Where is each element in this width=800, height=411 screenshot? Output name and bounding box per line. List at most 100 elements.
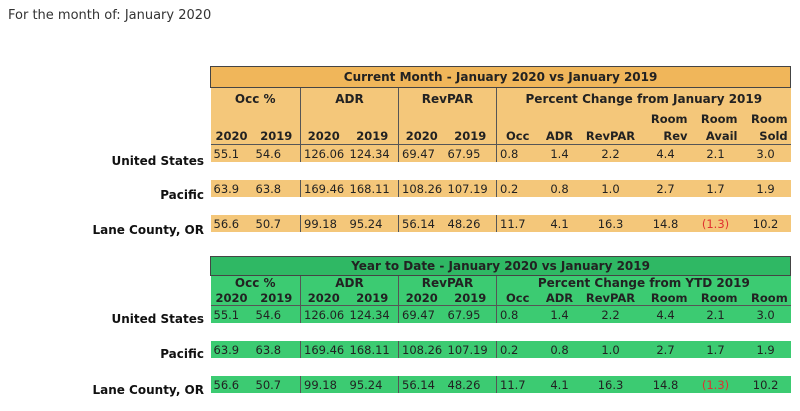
row-label-united-states: United States [111, 312, 204, 326]
row-label-lane-county: Lane County, OR [92, 383, 204, 397]
pct-rev-cell: 4.4 [640, 144, 691, 162]
adr-2019-cell: 168.11 [346, 180, 399, 197]
pct-sold-cell: 3.0 [740, 144, 791, 162]
pct-occ-cell: 0.8 [496, 144, 539, 162]
revpar-group-header: RevPAR [398, 275, 497, 291]
pct-sold-cell: 1.9 [740, 341, 791, 358]
pct-occ-header: Occ [496, 290, 539, 306]
year-header: 2020 [300, 127, 347, 145]
pct-revpar-cell: 1.0 [580, 180, 641, 197]
adr-2019-cell: 95.24 [346, 376, 399, 393]
ytd-title: Year to Date - January 2020 vs January 2… [209, 256, 792, 276]
room-sold-header-top: Room [740, 109, 791, 128]
pct-occ-cell: 0.8 [496, 305, 539, 323]
year-header: 2019 [252, 290, 301, 306]
adr-2020-cell: 99.18 [300, 376, 347, 393]
percent-change-header: Percent Change from January 2019 [496, 87, 791, 110]
pct-sold-cell: 10.2 [740, 376, 791, 393]
occ-2020-cell: 55.1 [210, 144, 253, 162]
pct-occ-header: Occ [496, 127, 539, 145]
pct-room-avail-header: Room [690, 290, 741, 306]
occ-2019-cell: 63.8 [252, 341, 301, 358]
occ-group-header: Occ % [210, 275, 301, 291]
row-label-united-states: United States [111, 154, 204, 168]
year-header: 2019 [346, 290, 399, 306]
pct-revpar-cell: 16.3 [580, 376, 641, 393]
pct-adr-cell: 1.4 [538, 144, 581, 162]
occ-2020-cell: 63.9 [210, 341, 253, 358]
pct-avail-cell: 2.1 [690, 144, 741, 162]
year-header: 2020 [300, 290, 347, 306]
occ-2019-cell: 54.6 [252, 305, 301, 323]
ytd-table: Year to Date - January 2020 vs January 2… [209, 256, 792, 393]
table-row: 56.6 50.7 99.18 95.24 56.14 48.26 11.7 4… [210, 215, 791, 232]
pct-adr-cell: 1.4 [538, 305, 581, 323]
year-header: 2020 [398, 127, 445, 145]
occ-2020-cell: 55.1 [210, 305, 253, 323]
pct-avail-cell: 1.7 [690, 341, 741, 358]
year-header: 2019 [444, 290, 497, 306]
revpar-2020-cell: 69.47 [398, 305, 445, 323]
revpar-2020-cell: 56.14 [398, 376, 445, 393]
table-row: 55.1 54.6 126.06 124.34 69.47 67.95 0.8 … [210, 305, 791, 323]
adr-2020-cell: 169.46 [300, 341, 347, 358]
occ-group-header: Occ % [210, 87, 301, 110]
adr-2020-cell: 99.18 [300, 215, 347, 232]
occ-2020-cell: 56.6 [210, 376, 253, 393]
adr-group-header: ADR [300, 275, 399, 291]
pct-avail-header: Avail [690, 127, 741, 145]
pct-revpar-cell: 2.2 [580, 305, 641, 323]
pct-revpar-header: RevPAR [580, 290, 641, 306]
table-row: 56.6 50.7 99.18 95.24 56.14 48.26 11.7 4… [210, 376, 791, 393]
pct-avail-cell-negative: (1.3) [690, 215, 741, 232]
revpar-2020-cell: 108.26 [398, 180, 445, 197]
row-label-pacific: Pacific [160, 188, 204, 202]
year-header: 2019 [346, 127, 399, 145]
year-header: 2019 [444, 127, 497, 145]
adr-2020-cell: 126.06 [300, 305, 347, 323]
pct-avail-cell-negative: (1.3) [690, 376, 741, 393]
report-caption: For the month of: January 2020 [8, 8, 212, 23]
year-header: 2020 [398, 290, 445, 306]
occ-2019-cell: 50.7 [252, 376, 301, 393]
revpar-2020-cell: 56.14 [398, 215, 445, 232]
adr-2019-cell: 95.24 [346, 215, 399, 232]
pct-revpar-cell: 16.3 [580, 215, 641, 232]
adr-2020-cell: 126.06 [300, 144, 347, 162]
pct-rev-cell: 14.8 [640, 215, 691, 232]
pct-rev-cell: 2.7 [640, 180, 691, 197]
occ-2020-cell: 56.6 [210, 215, 253, 232]
pct-occ-cell: 0.2 [496, 180, 539, 197]
pct-sold-cell: 1.9 [740, 180, 791, 197]
adr-2019-cell: 124.34 [346, 305, 399, 323]
pct-rev-cell: 2.7 [640, 341, 691, 358]
pct-revpar-cell: 1.0 [580, 341, 641, 358]
adr-2020-cell: 169.46 [300, 180, 347, 197]
pct-adr-header: ADR [538, 290, 581, 306]
table-row: 63.9 63.8 169.46 168.11 108.26 107.19 0.… [210, 341, 791, 358]
row-label-pacific: Pacific [160, 347, 204, 361]
pct-rev-cell: 4.4 [640, 305, 691, 323]
revpar-2020-cell: 69.47 [398, 144, 445, 162]
occ-2019-cell: 63.8 [252, 180, 301, 197]
pct-occ-cell: 0.2 [496, 341, 539, 358]
year-header: 2020 [210, 290, 253, 306]
pct-adr-header: ADR [538, 127, 581, 145]
pct-rev-header: Rev [640, 127, 691, 145]
pct-sold-cell: 3.0 [740, 305, 791, 323]
pct-adr-cell: 0.8 [538, 341, 581, 358]
table-row: 63.9 63.8 169.46 168.11 108.26 107.19 0.… [210, 180, 791, 197]
pct-avail-cell: 1.7 [690, 180, 741, 197]
year-header: 2020 [210, 127, 253, 145]
pct-sold-cell: 10.2 [740, 215, 791, 232]
revpar-group-header: RevPAR [398, 87, 497, 110]
revpar-2019-cell: 48.26 [444, 215, 497, 232]
current-month-title: Current Month - January 2020 vs January … [209, 66, 792, 88]
table-row: 55.1 54.6 126.06 124.34 69.47 67.95 0.8 … [210, 144, 791, 162]
pct-room-rev-header: Room [640, 290, 691, 306]
revpar-2019-cell: 48.26 [444, 376, 497, 393]
revpar-2019-cell: 67.95 [444, 144, 497, 162]
pct-occ-cell: 11.7 [496, 376, 539, 393]
room-rev-header-top: Room [640, 109, 691, 128]
pct-room-sold-header: Room [740, 290, 791, 306]
